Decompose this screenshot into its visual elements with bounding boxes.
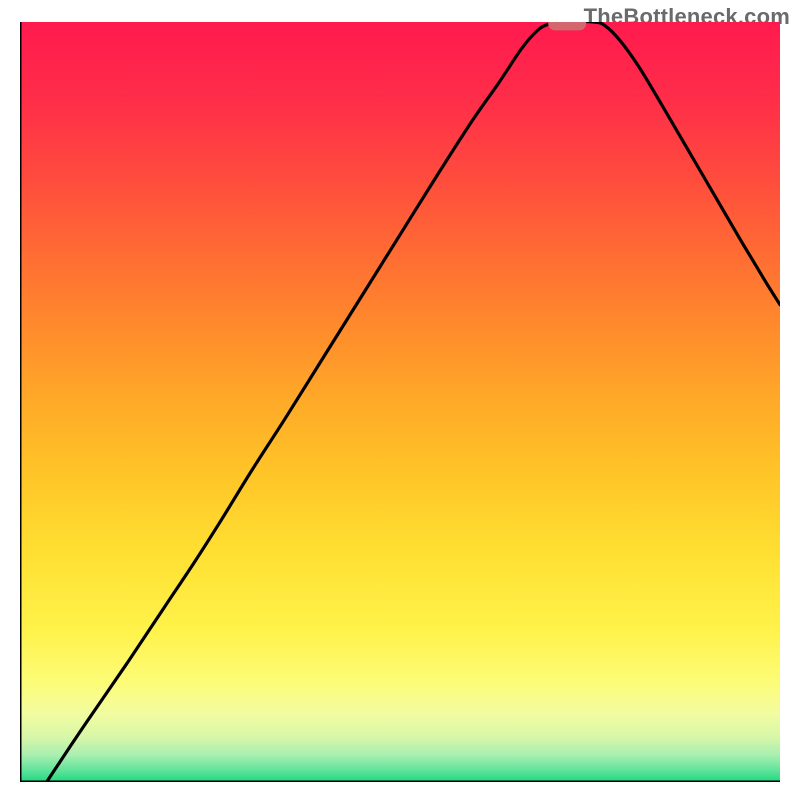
chart-container: TheBottleneck.com: [0, 0, 800, 800]
optimal-marker: [548, 22, 586, 30]
chart-svg: [20, 22, 780, 782]
gradient-background: [20, 22, 780, 782]
plot-area: [20, 22, 780, 782]
